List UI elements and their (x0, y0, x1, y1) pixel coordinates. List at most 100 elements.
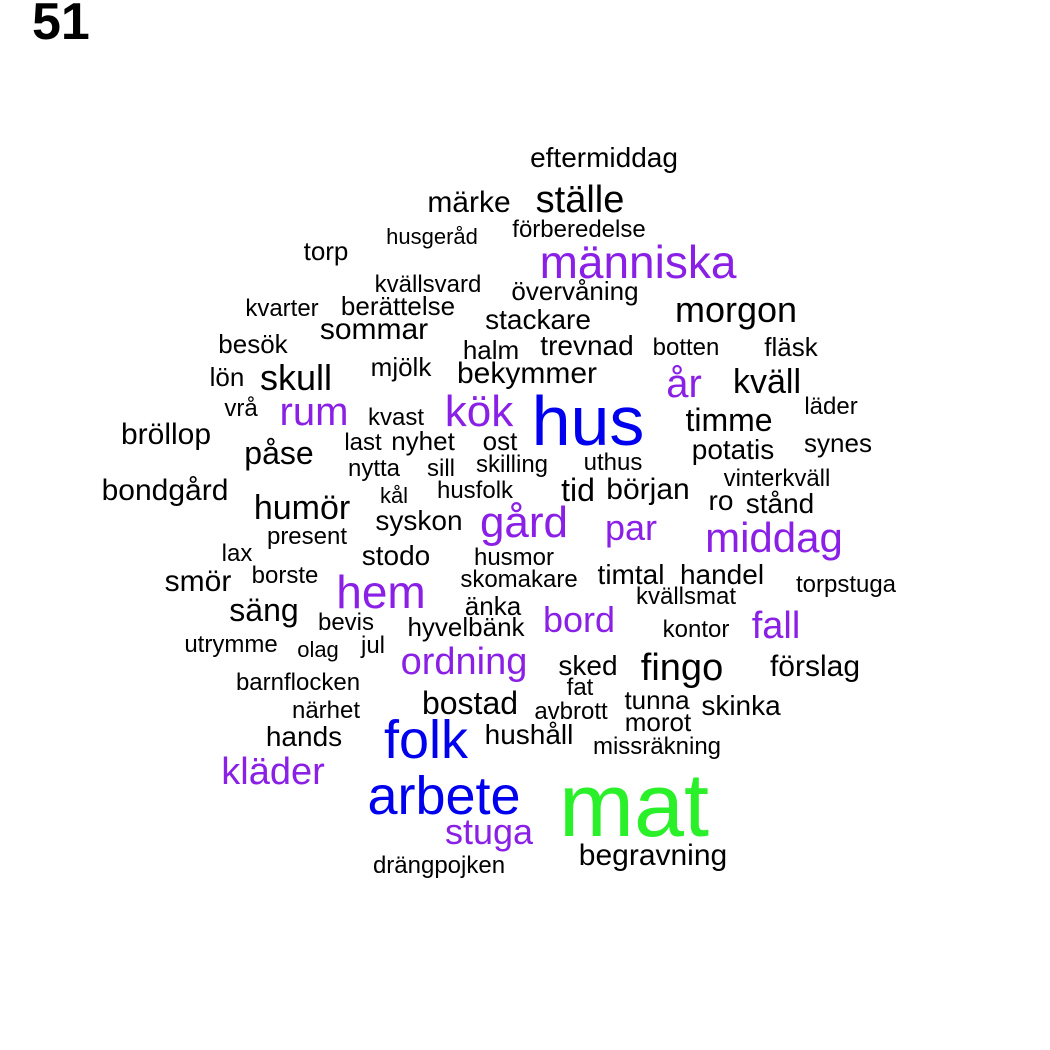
cloud-word-förslag: förslag (769, 650, 861, 683)
cloud-word-morot: morot (624, 707, 692, 737)
cloud-word-potatis: potatis (691, 434, 775, 465)
cloud-word-sked: sked (558, 650, 618, 681)
cloud-word-torp: torp (303, 236, 349, 266)
cloud-word-bord: bord (542, 599, 616, 640)
cloud-word-trevnad: trevnad (540, 330, 634, 361)
cloud-word-änka: änka (464, 591, 522, 621)
cloud-word-stackare: stackare (485, 304, 591, 335)
cloud-word-fläsk: fläsk (764, 332, 818, 362)
cloud-word-bekymmer: bekymmer (456, 357, 598, 390)
cloud-word-nytta: nytta (347, 455, 401, 482)
cloud-word-present: present (266, 523, 348, 550)
cloud-word-ordning: ordning (400, 641, 528, 683)
cloud-word-kläder: kläder (221, 751, 325, 793)
cloud-word-arbete: arbete (367, 766, 521, 826)
cloud-word-stodo: stodo (361, 540, 431, 571)
cloud-word-mat: mat (558, 756, 710, 856)
cloud-word-eftermiddag: eftermiddag (530, 142, 678, 173)
cloud-word-påse: påse (244, 435, 314, 471)
cloud-word-halm: halm (462, 335, 520, 365)
cloud-word-ro: ro (708, 485, 734, 516)
cloud-word-gård: gård (479, 498, 569, 547)
cloud-word-fat: fat (566, 674, 594, 701)
cloud-word-jul: jul (360, 632, 386, 659)
cloud-word-bröllop: bröllop (120, 418, 212, 451)
cloud-word-sill: sill (427, 455, 455, 482)
cloud-word-kål: kål (379, 483, 409, 508)
cloud-word-berättelse: berättelse (340, 291, 456, 321)
cloud-word-tunna: tunna (624, 685, 690, 715)
cloud-word-skinka: skinka (701, 690, 781, 721)
cloud-word-ställe: ställe (535, 179, 625, 221)
cloud-word-drängpojken: drängpojken (372, 852, 506, 879)
cloud-word-märke: märke (427, 186, 511, 219)
cloud-word-kök: kök (444, 387, 514, 436)
cloud-word-närhet: närhet (291, 697, 361, 724)
cloud-word-bondgård: bondgård (101, 474, 229, 507)
cloud-word-middag: middag (705, 514, 843, 561)
cloud-word-hyvelbänk: hyvelbänk (407, 612, 525, 642)
cloud-word-ost: ost (482, 426, 518, 456)
cloud-word-handel: handel (679, 559, 765, 590)
cloud-word-husgeråd: husgeråd (386, 224, 478, 249)
cloud-word-mjölk: mjölk (370, 352, 432, 382)
cloud-word-botten: botten (652, 334, 720, 361)
cloud-word-humör: humör (253, 489, 351, 527)
cloud-word-början: början (606, 473, 690, 506)
cloud-word-sommar: sommar (319, 313, 429, 346)
cloud-word-kvällsmat: kvällsmat (635, 583, 737, 610)
cloud-word-kvarter: kvarter (245, 295, 319, 322)
cloud-word-stånd: stånd (745, 488, 815, 519)
cloud-word-rum: rum (279, 390, 349, 434)
cloud-word-timme: timme (685, 402, 773, 438)
page-number: 51 (32, 0, 90, 51)
cloud-word-smör: smör (164, 565, 232, 598)
cloud-word-bevis: bevis (317, 609, 375, 636)
cloud-word-par: par (604, 507, 658, 548)
cloud-word-morgon: morgon (674, 289, 798, 330)
cloud-word-utrymme: utrymme (184, 631, 278, 658)
cloud-word-torpstuga: torpstuga (795, 571, 897, 598)
cloud-word-borste: borste (251, 562, 319, 589)
cloud-word-tid: tid (561, 472, 595, 508)
cloud-word-kvällsvard: kvällsvard (374, 271, 482, 298)
cloud-word-olag: olag (297, 637, 339, 662)
cloud-word-bostad: bostad (421, 685, 519, 721)
cloud-word-fall: fall (751, 605, 801, 647)
cloud-word-missräkning: missräkning (592, 733, 722, 760)
cloud-word-lax: lax (221, 540, 253, 567)
cloud-word-kvast: kvast (367, 404, 425, 431)
cloud-word-vinterkväll: vinterkväll (723, 465, 831, 492)
cloud-word-barnflocken: barnflocken (235, 669, 361, 696)
cloud-word-besök: besök (218, 329, 288, 359)
cloud-word-begravning: begravning (578, 839, 728, 872)
cloud-word-läder: läder (804, 393, 858, 420)
cloud-word-synes: synes (804, 428, 872, 458)
cloud-word-skilling: skilling (475, 451, 549, 478)
cloud-word-hem: hem (336, 566, 426, 618)
cloud-word-hands: hands (265, 721, 343, 752)
cloud-word-fingo: fingo (640, 647, 724, 689)
cloud-word-kontor: kontor (662, 616, 730, 643)
cloud-word-husfolk: husfolk (436, 477, 514, 504)
cloud-word-vrå: vrå (224, 395, 258, 422)
cloud-word-skull: skull (259, 357, 333, 398)
cloud-word-år: år (666, 362, 702, 406)
cloud-word-hushåll: hushåll (484, 719, 574, 750)
cloud-word-nyhet: nyhet (391, 426, 455, 456)
cloud-word-last: last (344, 429, 382, 456)
cloud-word-avbrott: avbrott (534, 698, 608, 725)
cloud-word-lön: lön (209, 362, 245, 392)
cloud-word-stuga: stuga (444, 811, 534, 852)
cloud-word-människa: människa (539, 236, 737, 288)
cloud-word-uthus: uthus (583, 449, 643, 476)
cloud-word-folk: folk (383, 710, 469, 770)
cloud-word-syskon: syskon (375, 505, 463, 536)
cloud-word-skomakare: skomakare (460, 566, 578, 593)
cloud-word-förberedelse: förberedelse (512, 216, 646, 243)
cloud-word-timtal: timtal (597, 559, 665, 590)
cloud-word-övervåning: övervåning (511, 276, 639, 306)
cloud-word-säng: säng (229, 592, 299, 628)
cloud-word-kväll: kväll (732, 363, 802, 401)
